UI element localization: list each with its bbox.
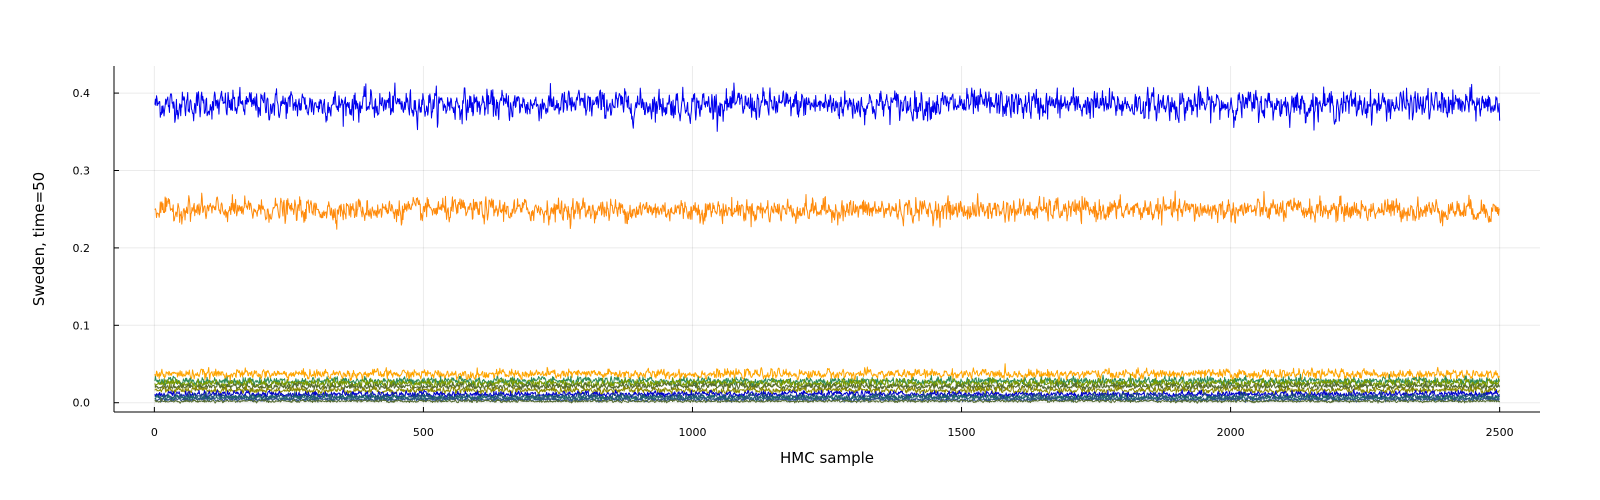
series-line-3 [154,363,1500,383]
y-tick-label: 0.2 [73,242,91,255]
x-tick-label: 1000 [678,426,706,439]
y-axis-label: Sweden, time=50 [30,172,48,306]
x-tick-label: 2000 [1217,426,1245,439]
y-tick-label: 0.3 [73,164,91,177]
x-tick-label: 0 [151,426,158,439]
x-tick-label: 500 [413,426,434,439]
series-line-6 [154,380,1501,393]
axes [113,66,1540,413]
series-line-1 [154,82,1501,132]
series-line-2 [154,190,1501,230]
series-line-5 [154,374,1501,391]
x-tick-label: 1500 [948,426,976,439]
x-tick-label: 2500 [1486,426,1514,439]
y-tick-label: 0.4 [73,87,91,100]
series-line-11 [154,395,1501,403]
grid [114,66,1540,412]
series-line-8 [154,389,1500,401]
y-tick-label: 0.0 [73,397,91,410]
y-tick-label: 0.1 [73,319,91,332]
ticks: 0 500 1000 1500 2000 2500 0.0 0.1 0.2 0.3 0.4 [73,87,1514,439]
series-line-12 [154,397,1501,404]
x-axis-label: HMC sample [780,449,874,467]
series-group [154,82,1501,404]
